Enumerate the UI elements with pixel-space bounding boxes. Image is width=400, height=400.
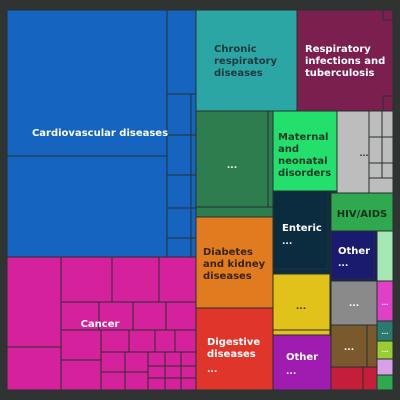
tile-cancer-sub[interactable] [158, 256, 197, 303]
tile-cardiovascular-sub[interactable] [166, 237, 192, 258]
tile-cardiovascular-sub[interactable] [190, 93, 197, 136]
label-ncd-other: ... [227, 161, 237, 171]
tile-cancer-sub[interactable] [154, 329, 176, 353]
label-grey-mid: ... [349, 299, 359, 309]
tile-cancer-sub[interactable] [100, 351, 126, 373]
label-small-2: ... [382, 329, 389, 336]
label-other-navy: Other [338, 246, 370, 257]
tile-other-yellow-sub[interactable] [272, 329, 331, 336]
label-cancer: Cancer [81, 319, 120, 330]
tile-cardiovascular-sub[interactable] [190, 237, 197, 258]
tile-cancer-sub[interactable] [180, 351, 197, 367]
tile-nutrition-sub[interactable] [381, 110, 394, 138]
label-chronic-respiratory: Chronic respiratory diseases [214, 44, 281, 79]
tile-cardiovascular-sub[interactable] [190, 174, 197, 209]
tile-cancer-sub[interactable] [147, 377, 166, 391]
tile-nutrition-sub[interactable] [368, 136, 383, 164]
tile-respiratory-infections[interactable] [296, 9, 394, 112]
label-respiratory-infections: Respiratory infections and tuberculosis [305, 44, 389, 79]
tile-cancer-sub[interactable] [124, 351, 149, 373]
label-neglected: ... [344, 343, 354, 353]
tile-hiv[interactable] [330, 192, 394, 232]
tile-cancer-sub[interactable] [100, 329, 130, 353]
label-digestive-sub: ... [207, 365, 217, 375]
tile-cancer-sub[interactable] [6, 346, 62, 391]
label-enteric: Enteric [282, 223, 322, 234]
tile-respiratory-infections-sub[interactable] [382, 9, 394, 21]
tile-nutrition-sub[interactable] [381, 162, 394, 179]
tile-cancer-sub[interactable] [100, 371, 126, 391]
tile-cancer-sub[interactable] [60, 256, 113, 303]
tile-cancer-sub[interactable] [147, 365, 166, 379]
tile-cardiovascular-sub[interactable] [166, 174, 192, 209]
tile-other-navy-sub[interactable] [330, 230, 375, 280]
tile-cancer-sub[interactable] [132, 301, 167, 331]
tile-cardiovascular-sub[interactable] [166, 93, 192, 136]
label-cardiovascular: Cardiovascular diseases [32, 128, 168, 139]
tile-small-green[interactable] [376, 230, 394, 282]
tile-nutrition-sub[interactable] [368, 177, 394, 194]
tile-cardiovascular-sub[interactable] [166, 134, 192, 176]
tile-nutrition-sub[interactable] [368, 110, 383, 138]
tile-ncd-other-sub[interactable] [195, 110, 269, 208]
label-other-purple: Other [286, 352, 318, 363]
tile-other-yellow[interactable] [272, 273, 331, 335]
tile-cancer-sub[interactable] [128, 329, 156, 353]
tile-cancer-sub[interactable] [180, 365, 197, 379]
label-maternal: Maternal and neonatal disorders [278, 132, 332, 179]
tile-respiratory-infections-sub[interactable] [382, 95, 394, 112]
tile-cancer-sub[interactable] [111, 256, 160, 303]
tile-chronic-respiratory[interactable] [195, 9, 298, 112]
tile-neglected-sub[interactable] [366, 324, 378, 368]
tile-cancer-sub[interactable] [124, 371, 149, 391]
tile-cancer-sub[interactable] [147, 351, 166, 367]
label-enteric-sub: ... [282, 237, 292, 247]
tile-small-lavender[interactable] [376, 358, 394, 376]
tile-cancer-sub[interactable] [174, 329, 197, 353]
tile-nutrition-sub[interactable] [368, 162, 383, 179]
tile-cardiovascular-sub[interactable] [166, 9, 197, 95]
label-other-navy-sub: ... [338, 259, 348, 269]
tile-cancer-sub[interactable] [164, 351, 182, 367]
tile-small-green2[interactable] [376, 374, 394, 391]
label-other-purple-sub: ... [286, 367, 296, 377]
tile-cardiovascular-sub[interactable] [166, 207, 192, 239]
tile-ncd-other-sub[interactable] [195, 206, 274, 218]
tile-cancer-sub[interactable] [165, 301, 197, 331]
tile-cancer-sub[interactable] [60, 359, 102, 391]
label-small-3: ... [382, 347, 389, 354]
tile-cancer-sub[interactable] [60, 329, 102, 361]
tile-ncd-other-sub[interactable] [267, 110, 274, 208]
label-digestive: Digestive diseases [207, 337, 264, 360]
tile-cardiovascular-sub[interactable] [190, 207, 197, 239]
label-hiv: HIV/AIDS [337, 209, 387, 220]
tile-diabetes[interactable] [195, 216, 274, 309]
tile-cardiovascular-sub[interactable] [6, 9, 168, 157]
tile-nutrition-sub[interactable] [381, 136, 394, 164]
label-nutrition: ... [359, 149, 368, 158]
tile-cancer-sub[interactable] [164, 377, 182, 391]
tile-cancer-sub[interactable] [6, 256, 62, 348]
label-small-1: ... [382, 300, 389, 307]
label-diabetes: Diabetes and kidney diseases [203, 247, 269, 282]
tile-other-purple[interactable] [272, 334, 332, 391]
tile-injury-red-sub[interactable] [362, 366, 378, 391]
tile-cancer-sub[interactable] [164, 365, 182, 379]
tile-cardiovascular-sub[interactable] [190, 134, 197, 176]
label-other-yellow: ... [296, 302, 306, 312]
tile-cancer-sub[interactable] [180, 377, 197, 391]
tile-enteric-sub[interactable] [272, 190, 329, 270]
tile-digestive[interactable] [195, 307, 274, 391]
